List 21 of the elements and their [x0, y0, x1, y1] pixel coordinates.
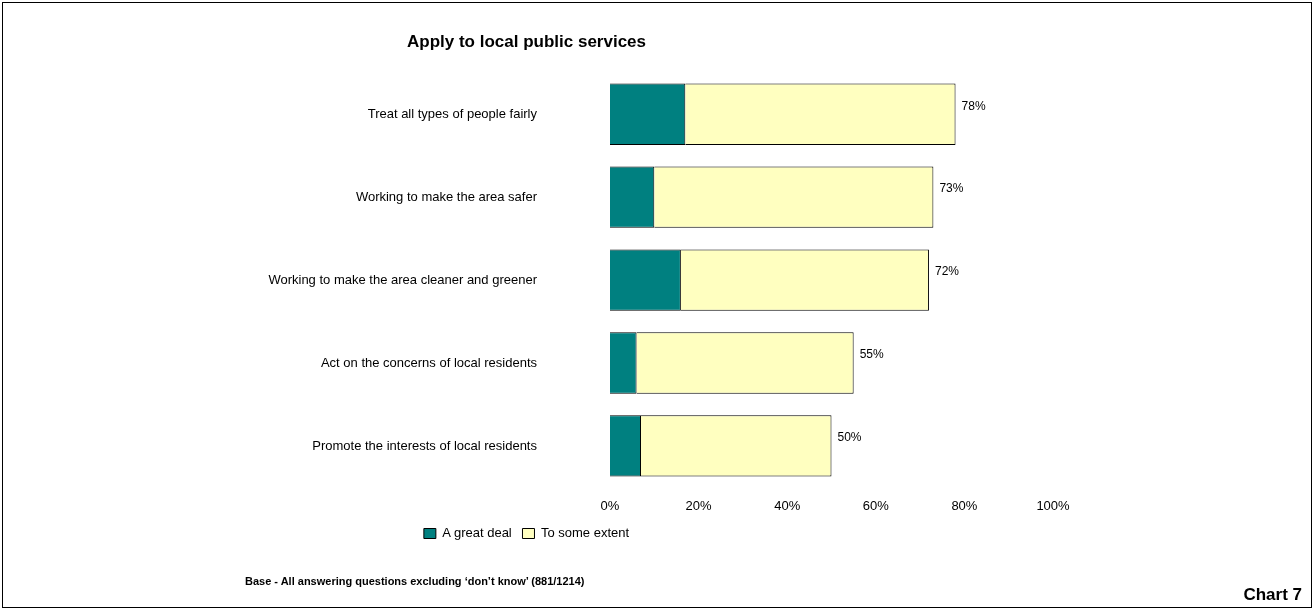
x-tick-label: 60% [862, 497, 890, 513]
caption: Chart 7 [1243, 585, 1302, 605]
chart-title: Apply to local public services [406, 32, 647, 52]
x-tick-label: 0% [600, 497, 620, 513]
total-label: 78% [961, 98, 986, 113]
x-tick-label: 40% [774, 497, 801, 513]
text: Base - All answering questions excluding ‘don’t know’ (881/1214) [245, 575, 585, 587]
total-label: 55% [859, 347, 884, 362]
x-tick-label: 20% [685, 497, 713, 513]
legend-label: To some extent [540, 525, 630, 541]
x-tick-label: 80% [951, 497, 978, 513]
y-tick-label: Act on the concerns of local residents [320, 354, 538, 370]
total-label: 72% [934, 264, 960, 279]
y-tick-label: Promote the interests of local residents [312, 437, 538, 453]
total-label: 50% [837, 430, 862, 445]
total-label: 73% [939, 181, 964, 196]
y-tick-label: Working to make the area safer [355, 188, 538, 204]
legend-label: A great deal [442, 525, 512, 541]
y-tick-label: Treat all types of people fairly [367, 105, 538, 121]
x-tick-label: 100% [1036, 497, 1071, 513]
y-tick-label: Working to make the area cleaner and greener [268, 271, 538, 287]
